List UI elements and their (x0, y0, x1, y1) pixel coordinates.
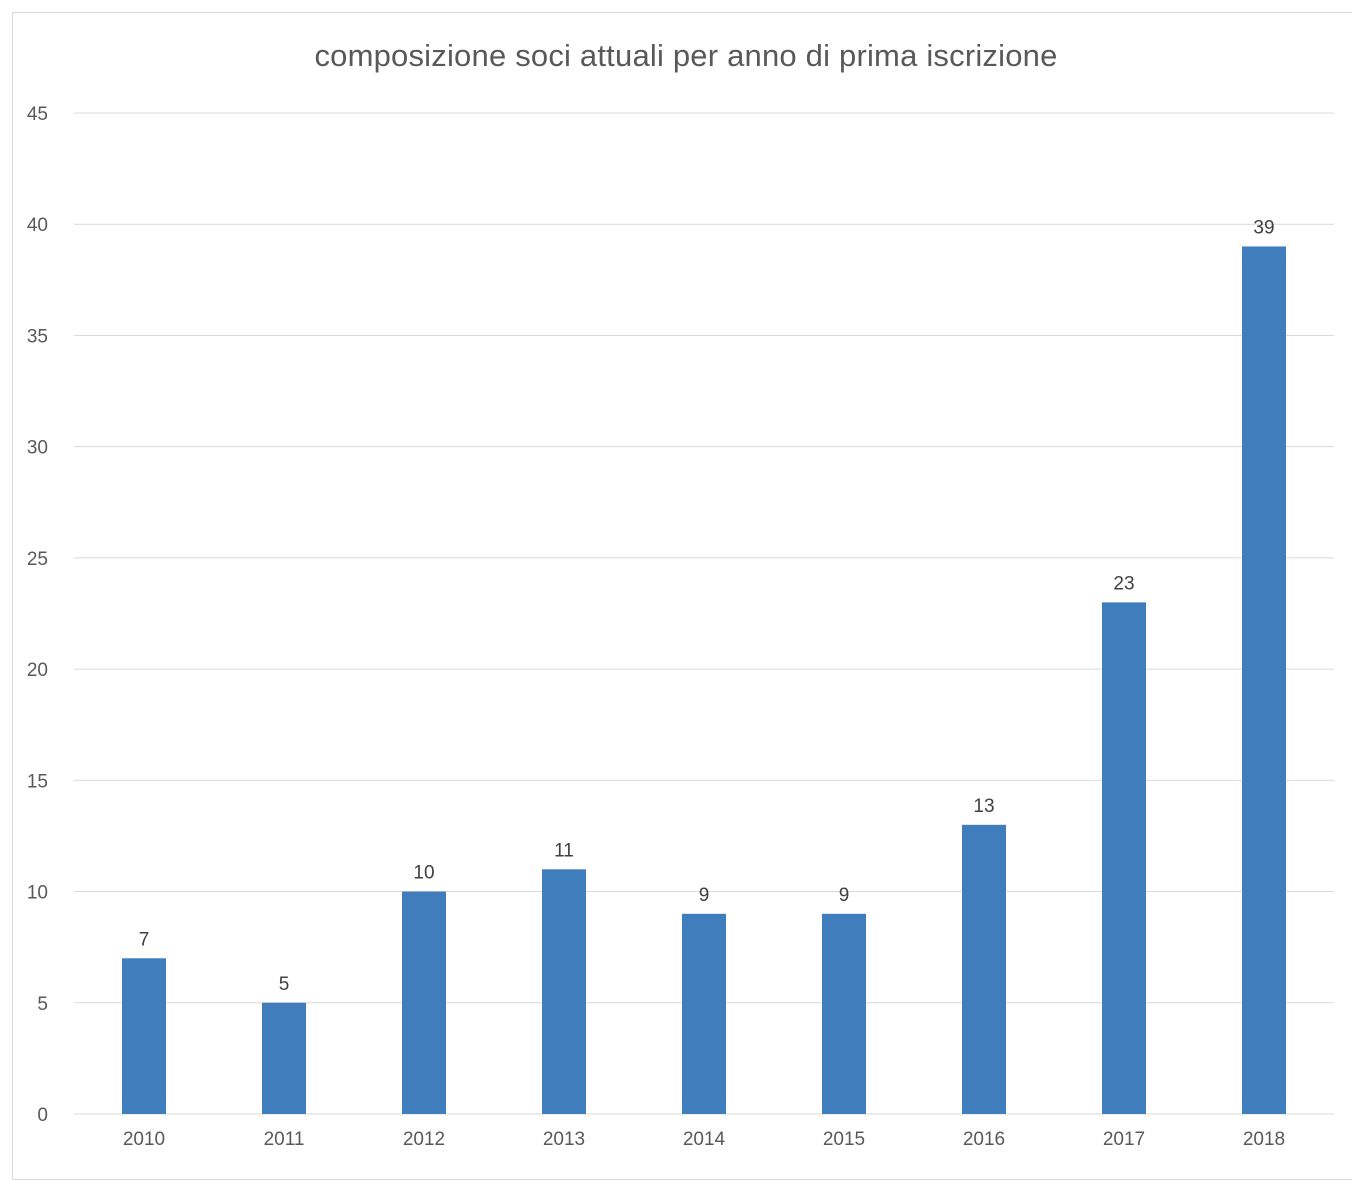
x-tick-label-2011: 2011 (264, 1129, 305, 1150)
x-tick-label-2012: 2012 (403, 1129, 445, 1150)
x-tick-label-2015: 2015 (823, 1129, 865, 1150)
bar-2016 (962, 824, 1006, 1114)
bar-2018 (1242, 246, 1286, 1114)
bar-2015 (822, 913, 866, 1114)
data-label-2012: 10 (413, 863, 434, 884)
x-tick-label-2010: 2010 (123, 1129, 165, 1150)
x-tick-label-2016: 2016 (963, 1129, 1005, 1150)
x-tick-label-2018: 2018 (1243, 1129, 1285, 1150)
y-tick-label: 15 (27, 771, 48, 792)
data-labels: 7 5 10 11 9 9 13 23 39 (139, 217, 1275, 994)
y-tick-label: 35 (27, 326, 48, 347)
data-label-2018: 39 (1253, 217, 1274, 238)
bar-2012 (402, 891, 446, 1114)
y-tick-label: 45 (27, 104, 48, 125)
data-label-2015: 9 (839, 885, 850, 906)
y-tick-label: 10 (27, 883, 48, 904)
chart-title: composizione soci attuali per anno di pr… (314, 38, 1058, 73)
y-tick-label: 0 (37, 1105, 48, 1126)
data-label-2014: 9 (699, 885, 710, 906)
y-tick-label: 40 (27, 215, 48, 236)
x-axis-ticks: 2010 2011 2012 2013 2014 2015 2016 2017 2018 (123, 1129, 1285, 1150)
bar-2017 (1102, 602, 1146, 1114)
bars (122, 246, 1286, 1114)
bar-2013 (542, 869, 586, 1114)
x-tick-label-2014: 2014 (683, 1129, 726, 1150)
bar-2011 (262, 1002, 306, 1114)
y-tick-label: 30 (27, 438, 48, 459)
data-label-2017: 23 (1113, 573, 1134, 594)
y-tick-label: 5 (37, 994, 48, 1015)
bar-2014 (682, 913, 726, 1114)
data-label-2011: 5 (279, 974, 290, 995)
data-label-2016: 13 (973, 796, 994, 817)
x-tick-label-2017: 2017 (1103, 1129, 1145, 1150)
data-label-2010: 7 (139, 929, 150, 950)
data-label-2013: 11 (554, 840, 574, 861)
y-tick-label: 25 (27, 549, 48, 570)
bar-2010 (122, 958, 166, 1114)
x-tick-label-2013: 2013 (543, 1129, 585, 1150)
y-tick-label: 20 (27, 660, 48, 681)
y-axis-ticks: 0 5 10 15 20 25 30 35 40 45 (27, 104, 48, 1126)
